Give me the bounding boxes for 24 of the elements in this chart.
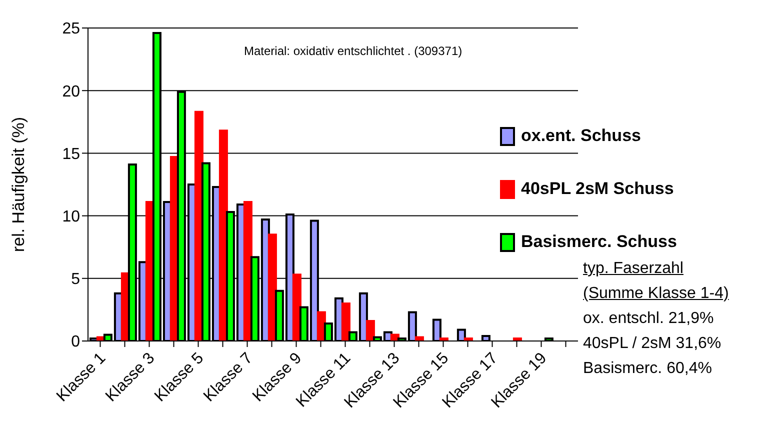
bar xyxy=(414,336,424,341)
y-tick-label: 15 xyxy=(62,146,80,163)
text: Basismerc. 60,4% xyxy=(583,359,713,379)
y-tick-label: 10 xyxy=(62,208,80,226)
bar xyxy=(390,334,400,341)
text: ox. entschl. 21,9% xyxy=(583,309,715,329)
y-tick-label: 25 xyxy=(62,20,80,38)
y-axis-title: rel. Häufigkeit (%) xyxy=(9,116,28,252)
bar xyxy=(464,337,473,341)
y-tick-label: 20 xyxy=(62,83,80,100)
bar xyxy=(439,337,448,341)
y-tick-label: 0 xyxy=(71,334,80,351)
bar xyxy=(366,320,375,341)
bar xyxy=(268,234,277,341)
bar xyxy=(512,337,522,341)
legend-label: 40sPL 2sM Schuss xyxy=(520,179,675,199)
annotation: Material: oxidativ entschlichtet . (309371) xyxy=(244,44,462,58)
text: (Summe Klasse 1-4) xyxy=(583,284,729,304)
bar xyxy=(341,302,350,341)
legend-label: Basismerc. Schuss xyxy=(520,232,677,252)
text: typ. Faserzahl xyxy=(583,259,684,279)
y-tick-label: 5 xyxy=(71,271,80,288)
text: 40sPL / 2sM 31,6% xyxy=(583,334,722,354)
legend-label: ox.ent. Schuss xyxy=(520,126,642,146)
